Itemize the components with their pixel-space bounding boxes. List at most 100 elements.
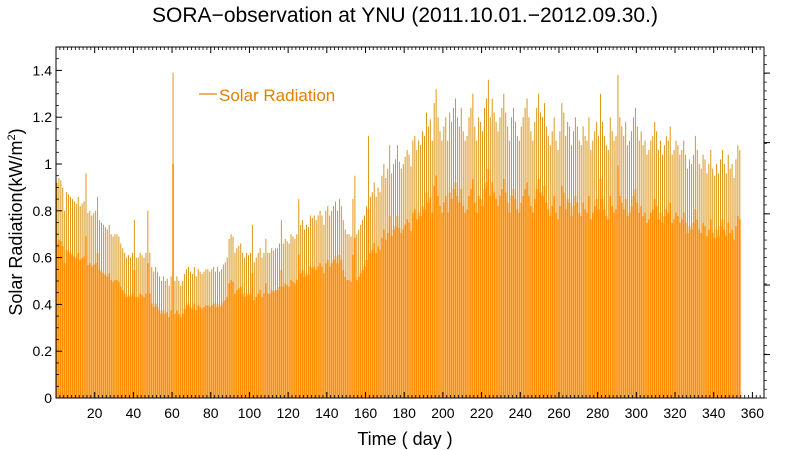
data-bar	[499, 195, 501, 398]
data-bar	[67, 251, 70, 398]
data-bar	[305, 273, 308, 398]
data-bar	[367, 209, 370, 398]
data-bar	[381, 237, 383, 398]
data-bar	[539, 192, 542, 398]
data-bar	[609, 195, 612, 398]
data-bar	[709, 219, 712, 398]
data-bar	[628, 212, 631, 398]
data-bar	[77, 253, 80, 398]
data-bar	[92, 264, 95, 398]
data-bar	[166, 312, 169, 398]
bars-layer	[56, 72, 741, 398]
data-bar	[630, 205, 633, 398]
data-bar	[468, 195, 470, 398]
data-bar	[286, 285, 288, 398]
data-bar	[234, 293, 236, 398]
data-bar	[179, 317, 182, 398]
data-bar	[185, 305, 188, 398]
data-bar	[696, 219, 699, 398]
data-bar	[294, 283, 296, 398]
data-bar	[431, 212, 434, 398]
data-bar	[232, 281, 234, 398]
data-bar	[686, 232, 689, 398]
data-bar	[414, 209, 416, 398]
x-tick-label: 100	[238, 405, 262, 421]
data-bar	[396, 216, 399, 398]
data-bar	[497, 205, 499, 398]
data-bar	[543, 185, 546, 398]
data-bar	[470, 189, 472, 398]
data-bar	[118, 281, 120, 398]
data-bar	[309, 266, 312, 398]
data-bar	[385, 239, 387, 398]
data-bar	[557, 219, 559, 398]
data-bar	[611, 205, 613, 398]
data-bar	[83, 256, 85, 398]
data-bar	[613, 212, 615, 398]
data-bar	[164, 313, 167, 398]
data-bar	[394, 226, 397, 398]
data-bar	[110, 280, 112, 398]
data-bar	[503, 178, 505, 398]
data-bar	[636, 202, 639, 398]
data-bar	[684, 222, 687, 398]
data-bar	[464, 212, 466, 398]
data-bar	[586, 212, 588, 398]
data-bar	[330, 263, 333, 398]
data-bar	[141, 295, 143, 398]
data-bar	[419, 216, 422, 398]
data-bar	[137, 296, 140, 398]
data-bar	[597, 209, 600, 398]
data-bar	[477, 195, 480, 398]
data-bar	[425, 192, 428, 398]
x-tick-label: 140	[315, 405, 339, 421]
data-bar	[58, 239, 60, 398]
x-axis-ticks: 20 40 60 80 100 120 140 160 180 200 220 240 260 280 30…	[87, 47, 764, 421]
data-bar	[63, 263, 66, 398]
data-bar	[357, 276, 360, 398]
x-tick-label: 240	[509, 405, 533, 421]
data-bar	[388, 216, 391, 398]
data-bar	[336, 263, 339, 398]
data-bar	[506, 202, 509, 398]
data-bar	[737, 216, 739, 398]
data-bar	[721, 219, 724, 398]
data-bar	[516, 209, 519, 398]
data-bar	[61, 246, 64, 398]
data-bar	[423, 209, 426, 398]
data-bar	[125, 296, 128, 398]
data-bar	[114, 280, 116, 398]
data-bar	[533, 199, 536, 398]
data-bar	[317, 266, 319, 398]
data-bar	[603, 209, 606, 398]
data-bar	[706, 236, 708, 398]
data-bar	[570, 216, 573, 398]
data-bar	[568, 202, 571, 398]
data-bar	[642, 216, 644, 398]
data-bar	[224, 300, 227, 398]
data-bar	[303, 276, 306, 398]
data-bar	[462, 205, 465, 398]
data-bar	[651, 209, 654, 398]
data-bar	[123, 293, 126, 398]
data-bar	[89, 263, 91, 398]
data-bar	[280, 269, 283, 398]
x-tick-label: 220	[470, 405, 494, 421]
data-bar	[605, 216, 608, 398]
data-bar	[361, 269, 364, 398]
data-bar	[535, 189, 538, 398]
data-bar	[168, 317, 170, 398]
y-tick-label: 1	[44, 156, 52, 172]
data-bar	[108, 273, 111, 398]
data-bar	[69, 253, 72, 398]
x-tick-label: 20	[87, 405, 103, 421]
legend: Solar Radiation	[199, 86, 335, 105]
data-bar	[564, 209, 567, 398]
data-bar	[147, 263, 149, 398]
data-bar	[650, 212, 652, 398]
data-bar	[236, 290, 238, 398]
data-bar	[311, 268, 314, 398]
data-bar	[81, 258, 83, 398]
data-bar	[562, 192, 565, 398]
data-bar	[472, 178, 474, 398]
